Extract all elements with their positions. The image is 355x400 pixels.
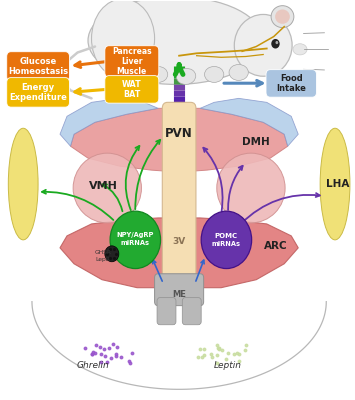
Circle shape — [105, 246, 119, 262]
Ellipse shape — [176, 68, 196, 84]
FancyBboxPatch shape — [7, 78, 70, 107]
Text: PVN: PVN — [165, 126, 193, 140]
Circle shape — [201, 211, 252, 268]
Ellipse shape — [320, 128, 350, 240]
Text: DMH: DMH — [242, 137, 270, 147]
Circle shape — [110, 211, 160, 268]
Text: VMH: VMH — [89, 181, 118, 191]
Ellipse shape — [204, 66, 224, 82]
Polygon shape — [60, 98, 158, 146]
FancyBboxPatch shape — [157, 298, 176, 325]
Ellipse shape — [275, 10, 290, 24]
Text: LHA: LHA — [326, 179, 349, 189]
Text: POMC: POMC — [215, 233, 238, 239]
Text: miRNAs: miRNAs — [121, 240, 150, 246]
Ellipse shape — [148, 66, 168, 82]
Text: NPY/AgRP: NPY/AgRP — [117, 232, 154, 238]
Circle shape — [271, 39, 280, 48]
Polygon shape — [179, 108, 288, 172]
FancyBboxPatch shape — [105, 46, 159, 77]
Circle shape — [275, 41, 278, 44]
FancyBboxPatch shape — [7, 52, 70, 81]
Text: miRNAs: miRNAs — [212, 241, 241, 247]
Ellipse shape — [73, 153, 141, 223]
FancyBboxPatch shape — [266, 70, 316, 97]
Ellipse shape — [234, 14, 292, 76]
Polygon shape — [71, 108, 179, 172]
Text: Pancreas
Liver
Muscle: Pancreas Liver Muscle — [112, 46, 152, 76]
Ellipse shape — [271, 6, 294, 28]
Text: Glucose
Homeostasis: Glucose Homeostasis — [8, 57, 68, 76]
Text: ME: ME — [172, 290, 186, 299]
Text: LepR: LepR — [95, 257, 110, 262]
Ellipse shape — [293, 44, 307, 55]
Text: WAT
BAT: WAT BAT — [122, 80, 142, 99]
Ellipse shape — [8, 128, 38, 240]
Polygon shape — [60, 218, 179, 288]
Text: GHSR: GHSR — [95, 250, 112, 255]
Text: ARC: ARC — [264, 241, 287, 251]
Text: 3V: 3V — [173, 237, 186, 246]
FancyBboxPatch shape — [105, 76, 159, 103]
FancyBboxPatch shape — [154, 274, 204, 306]
Text: Leptin: Leptin — [214, 361, 242, 370]
Text: Food
Intake: Food Intake — [276, 74, 306, 93]
FancyBboxPatch shape — [162, 102, 196, 290]
Ellipse shape — [88, 0, 263, 84]
Ellipse shape — [92, 0, 154, 78]
Polygon shape — [179, 218, 298, 288]
FancyBboxPatch shape — [182, 298, 201, 325]
Text: Energy
Expenditure: Energy Expenditure — [9, 83, 67, 102]
Ellipse shape — [217, 153, 285, 223]
Polygon shape — [200, 98, 298, 146]
Ellipse shape — [229, 64, 248, 80]
Text: Ghrelin: Ghrelin — [77, 361, 110, 370]
